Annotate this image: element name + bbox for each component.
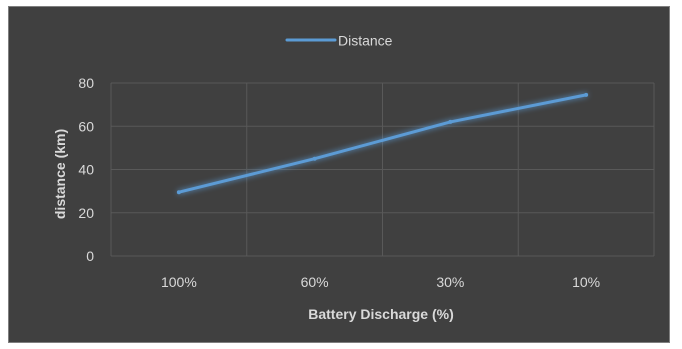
x-tick-label: 60% [301, 274, 329, 290]
y-axis-ticks: 0 20 40 60 80 [78, 75, 94, 264]
legend[interactable]: Distance [285, 33, 393, 49]
x-tick-label: 30% [436, 274, 464, 290]
data-point [312, 156, 317, 161]
y-tick-label: 40 [78, 162, 94, 178]
data-point [584, 92, 589, 97]
y-axis-title: distance (km) [52, 129, 68, 219]
data-point [176, 190, 181, 195]
x-axis-ticks: 100% 60% 30% 10% [161, 274, 600, 290]
y-tick-label: 80 [78, 75, 94, 91]
y-tick-label: 60 [78, 118, 94, 134]
data-point [448, 119, 453, 124]
series-group [176, 92, 589, 195]
x-tick-label: 10% [572, 274, 600, 290]
y-tick-label: 0 [86, 248, 94, 264]
series-line-distance [177, 93, 588, 194]
line-chart: 0 20 40 60 80 100% 60% 30% 10% Distance Battery… [52, 33, 655, 322]
x-axis-title: Battery Discharge (%) [308, 306, 454, 322]
gridlines [110, 82, 655, 257]
y-tick-label: 20 [78, 205, 94, 221]
x-tick-label: 100% [161, 274, 197, 290]
chart-area: 0 20 40 60 80 100% 60% 30% 10% Distance Battery… [8, 6, 670, 343]
legend-label-distance: Distance [338, 33, 393, 49]
